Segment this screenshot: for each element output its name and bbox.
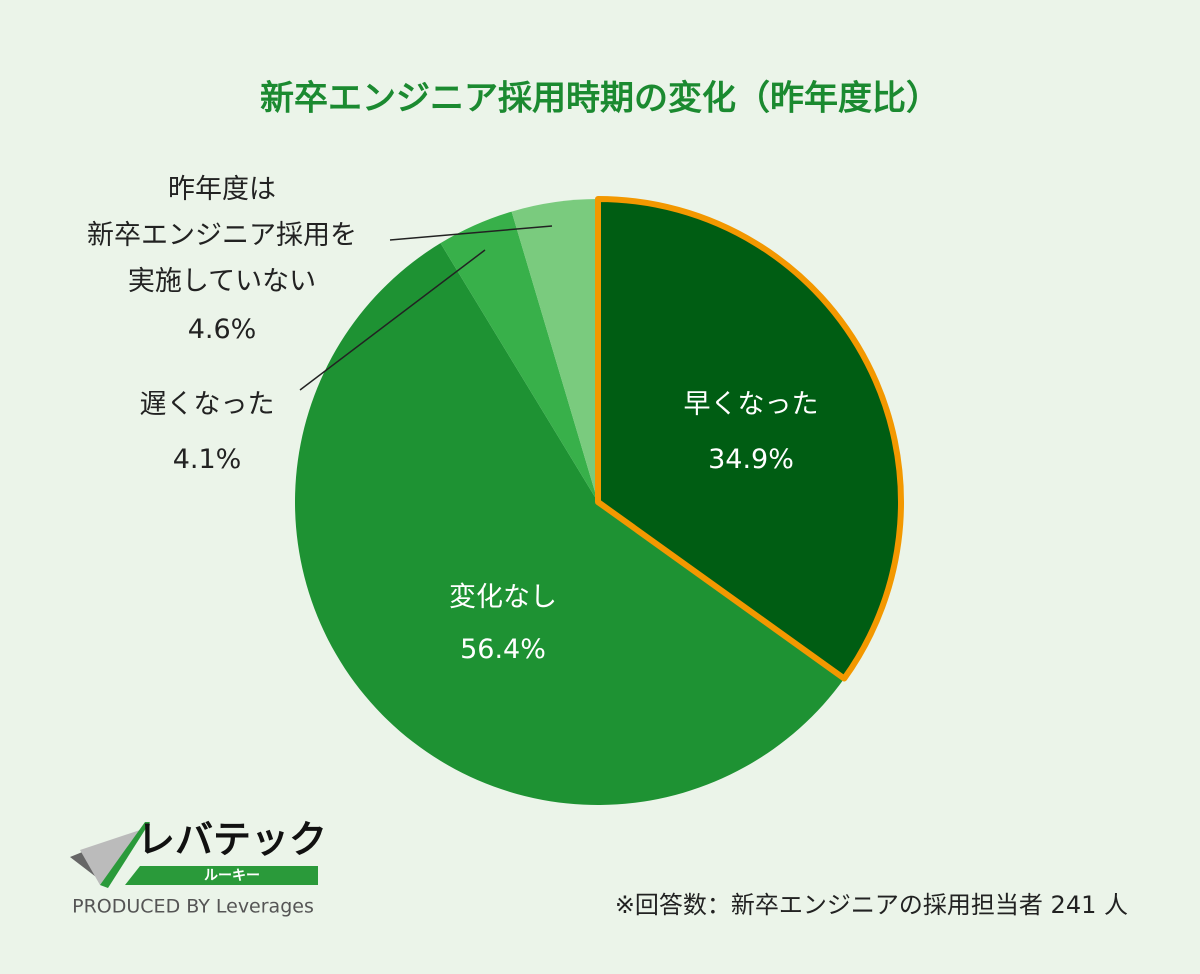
logo-name: レバテック xyxy=(137,818,327,862)
leader-line xyxy=(299,249,486,391)
value-label: 34.9% xyxy=(708,444,794,475)
slice-label: 昨年度は 新卒エンジニア採用を 実施していない xyxy=(87,174,357,297)
logo-sub: ルーキー xyxy=(204,868,260,884)
leader-line xyxy=(389,225,553,241)
logo: レバテック ルーキー PRODUCED BY Leverages xyxy=(70,818,327,918)
pie-slice xyxy=(511,199,598,502)
pie-slice xyxy=(440,211,598,502)
value-label: 56.4% xyxy=(460,634,546,665)
slice-label: 変化なし xyxy=(449,582,557,613)
pie-slice xyxy=(595,196,904,682)
slice-label: 早くなった xyxy=(683,389,819,420)
pie-slice xyxy=(295,243,845,805)
value-label: 4.6% xyxy=(187,314,257,345)
value-label: 4.1% xyxy=(172,444,242,475)
pie xyxy=(295,196,904,805)
slice-label: 遅くなった xyxy=(139,389,275,420)
chart-title: 新卒エンジニア採用時期の変化（昨年度比） xyxy=(260,79,940,119)
footnote: ※回答数：新卒エンジニアの採用担当者 241 人 xyxy=(615,891,1128,919)
logo-producer: PRODUCED BY Leverages xyxy=(72,896,314,918)
